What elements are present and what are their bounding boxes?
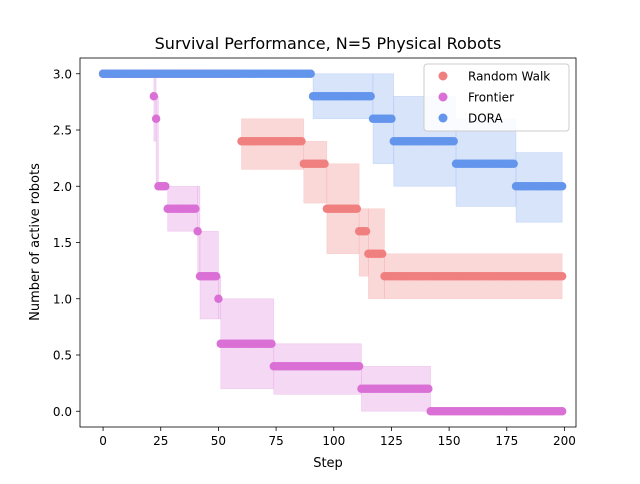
dora-point xyxy=(449,137,458,146)
y-tick-label: 0.0 xyxy=(53,405,72,419)
frontier-band xyxy=(153,73,157,142)
frontier-band xyxy=(155,95,159,187)
frontier-point xyxy=(424,384,433,393)
x-tick-label: 125 xyxy=(380,434,403,448)
frontier-point xyxy=(267,339,276,348)
frontier-point xyxy=(214,294,223,303)
x-tick-label: 0 xyxy=(99,434,107,448)
random-walk-point xyxy=(557,272,567,281)
dora-point xyxy=(387,114,396,123)
legend-label-random-walk: Random Walk xyxy=(468,70,550,84)
random-walk-point xyxy=(297,137,306,146)
dora-point xyxy=(366,92,375,101)
random-walk-point xyxy=(361,227,371,236)
x-tick-label: 175 xyxy=(495,434,518,448)
legend: Random Walk Frontier DORA xyxy=(423,63,570,132)
random-walk-band xyxy=(303,140,328,204)
x-tick-label: 150 xyxy=(438,434,461,448)
frontier-point xyxy=(191,204,200,213)
x-tick-label: 25 xyxy=(153,434,168,448)
legend-label-frontier: Frontier xyxy=(468,91,514,105)
legend-marker-frontier xyxy=(438,92,448,102)
legend-marker-dora xyxy=(438,113,448,123)
random-walk-point xyxy=(320,159,329,168)
y-tick-label: 1.0 xyxy=(53,292,72,306)
frontier-point xyxy=(161,182,170,191)
x-axis-label: Step xyxy=(313,456,343,471)
y-axis-ticks: 0.0 0.5 1.0 1.5 2.0 2.5 3.0 xyxy=(53,67,80,419)
dora-point xyxy=(557,182,567,191)
legend-box xyxy=(423,63,570,132)
legend-marker-random-walk xyxy=(438,71,448,81)
frontier-point xyxy=(193,227,202,236)
frontier-point xyxy=(354,362,364,371)
frontier-point xyxy=(149,92,159,101)
frontier-point xyxy=(211,272,221,281)
dora-point xyxy=(509,159,518,168)
dora-point xyxy=(306,69,315,78)
x-tick-label: 100 xyxy=(322,434,345,448)
x-tick-label: 75 xyxy=(268,434,283,448)
chart-title: Survival Performance, N=5 Physical Robot… xyxy=(155,34,502,53)
random-walk-point xyxy=(378,249,387,258)
random-walk-band xyxy=(358,208,369,277)
frontier-point xyxy=(151,114,161,123)
y-tick-label: 3.0 xyxy=(53,67,72,81)
frontier-point xyxy=(557,407,567,416)
y-tick-label: 2.5 xyxy=(53,124,72,138)
random-walk-point xyxy=(352,204,362,213)
legend-label-dora: DORA xyxy=(468,112,504,126)
x-tick-label: 50 xyxy=(211,434,226,448)
data-points xyxy=(98,69,567,416)
y-tick-label: 1.5 xyxy=(53,236,72,250)
y-tick-label: 2.0 xyxy=(53,180,72,194)
y-tick-label: 0.5 xyxy=(53,349,72,363)
x-axis-ticks: 0 25 50 75 100 125 150 175 200 xyxy=(99,427,576,448)
x-tick-label: 200 xyxy=(553,434,576,448)
y-axis-label: Number of active robots xyxy=(28,163,43,321)
